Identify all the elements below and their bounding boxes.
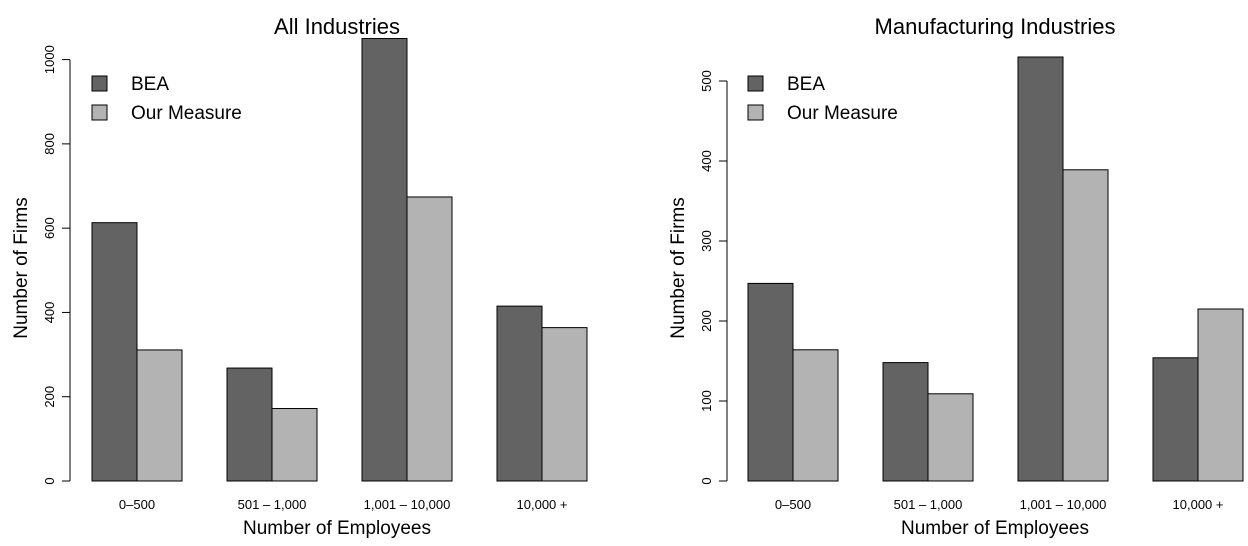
bar-mfg-our-measure-0 <box>792 349 839 482</box>
bar-all-our-measure-0 <box>136 349 183 482</box>
y-tick-label: 0 <box>699 477 714 484</box>
y-tick-label: 1000 <box>42 45 57 74</box>
legend-label: Our Measure <box>131 103 242 124</box>
bar-mfg-our-measure-3 <box>1197 308 1244 482</box>
y-tick-label: 0 <box>42 477 57 484</box>
bar-all-our-measure-1 <box>271 408 318 482</box>
bar-all-bea-1 <box>226 367 273 482</box>
x-axis-label: Number of Employees <box>901 518 1089 539</box>
y-axis-label: Number of Firms <box>11 197 32 338</box>
legend-swatch <box>747 104 764 121</box>
y-axis-label: Number of Firms <box>668 197 689 338</box>
bar-all-bea-2 <box>361 38 408 482</box>
x-tick-label: 0–500 <box>775 497 811 512</box>
y-tick-label: 400 <box>42 302 57 324</box>
bar-mfg-bea-0 <box>747 282 794 482</box>
x-tick-label: 0–500 <box>119 497 155 512</box>
bar-mfg-bea-1 <box>882 362 929 482</box>
bar-mfg-bea-2 <box>1017 56 1064 482</box>
legend-label: Our Measure <box>787 103 898 124</box>
legend-swatch <box>747 75 764 92</box>
y-tick-label: 100 <box>699 390 714 412</box>
y-tick-label: 400 <box>699 150 714 172</box>
bar-all-our-measure-2 <box>406 196 453 482</box>
x-tick-label: 501 – 1,000 <box>894 497 963 512</box>
y-tick-label: 300 <box>699 230 714 252</box>
x-tick-label: 1,001 – 10,000 <box>364 497 451 512</box>
bar-mfg-our-measure-1 <box>927 393 974 482</box>
chart-title: All Industries <box>274 14 400 39</box>
y-tick-label: 200 <box>42 386 57 408</box>
y-tick-label: 800 <box>42 133 57 155</box>
bar-all-bea-0 <box>91 222 138 482</box>
x-tick-label: 10,000 + <box>517 497 568 512</box>
bar-all-bea-3 <box>496 305 543 482</box>
bar-mfg-bea-3 <box>1152 357 1199 482</box>
x-tick-label: 10,000 + <box>1173 497 1224 512</box>
y-tick-label: 500 <box>699 70 714 92</box>
legend-swatch <box>91 75 108 92</box>
bar-all-our-measure-3 <box>541 327 588 482</box>
y-tick-label: 600 <box>42 217 57 239</box>
x-axis-label: Number of Employees <box>243 518 431 539</box>
legend-label: BEA <box>131 74 169 95</box>
x-tick-label: 501 – 1,000 <box>238 497 307 512</box>
x-tick-label: 1,001 – 10,000 <box>1020 497 1107 512</box>
bar-mfg-our-measure-2 <box>1062 169 1109 482</box>
legend-label: BEA <box>787 74 825 95</box>
legend-swatch <box>91 104 108 121</box>
chart-title: Manufacturing Industries <box>875 14 1116 39</box>
y-tick-label: 200 <box>699 310 714 332</box>
